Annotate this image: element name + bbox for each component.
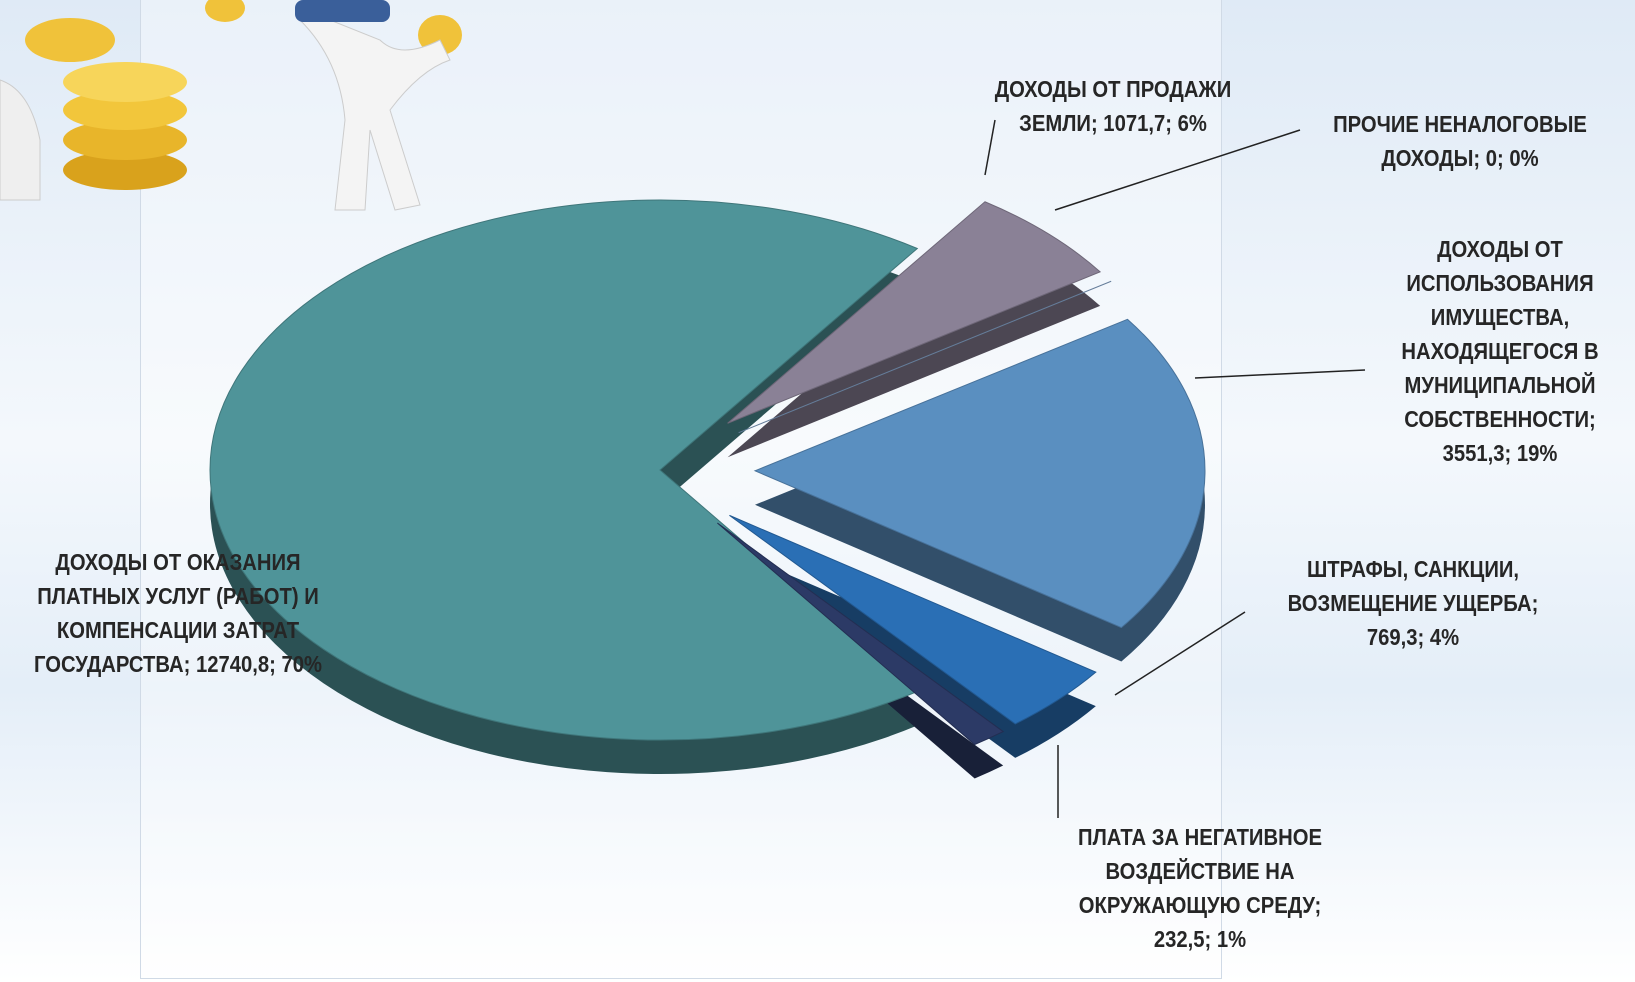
data-label: ДОХОДЫ ОТ ИСПОЛЬЗОВАНИЯ ИМУЩЕСТВА, НАХОД… <box>1401 236 1599 466</box>
data-label: ДОХОДЫ ОТ ОКАЗАНИЯ ПЛАТНЫХ УСЛУГ (РАБОТ)… <box>33 549 323 677</box>
data-label: ДОХОДЫ ОТ ПРОДАЖИ ЗЕМЛИ; 1071,7; 6% <box>994 76 1232 136</box>
data-label: ШТРАФЫ, САНКЦИИ, ВОЗМЕЩЕНИЕ УЩЕРБА; 769,… <box>1287 556 1539 650</box>
decoration <box>0 0 462 211</box>
leader-line <box>1194 369 1366 379</box>
data-label: ПРОЧИЕ НЕНАЛОГОВЫЕ ДОХОДЫ; 0; 0% <box>1333 111 1587 171</box>
leader-line <box>1054 129 1301 211</box>
leader-line <box>984 119 996 176</box>
slice <box>209 199 919 741</box>
data-label: ПЛАТА ЗА НЕГАТИВНОЕ ВОЗДЕЙСТВИЕ НА ОКРУЖ… <box>1078 824 1322 952</box>
leader-line <box>1114 611 1246 696</box>
slice <box>738 280 1112 434</box>
slice <box>717 522 1005 746</box>
slice <box>753 318 1206 629</box>
slice <box>729 514 1097 725</box>
slice <box>727 201 1102 424</box>
